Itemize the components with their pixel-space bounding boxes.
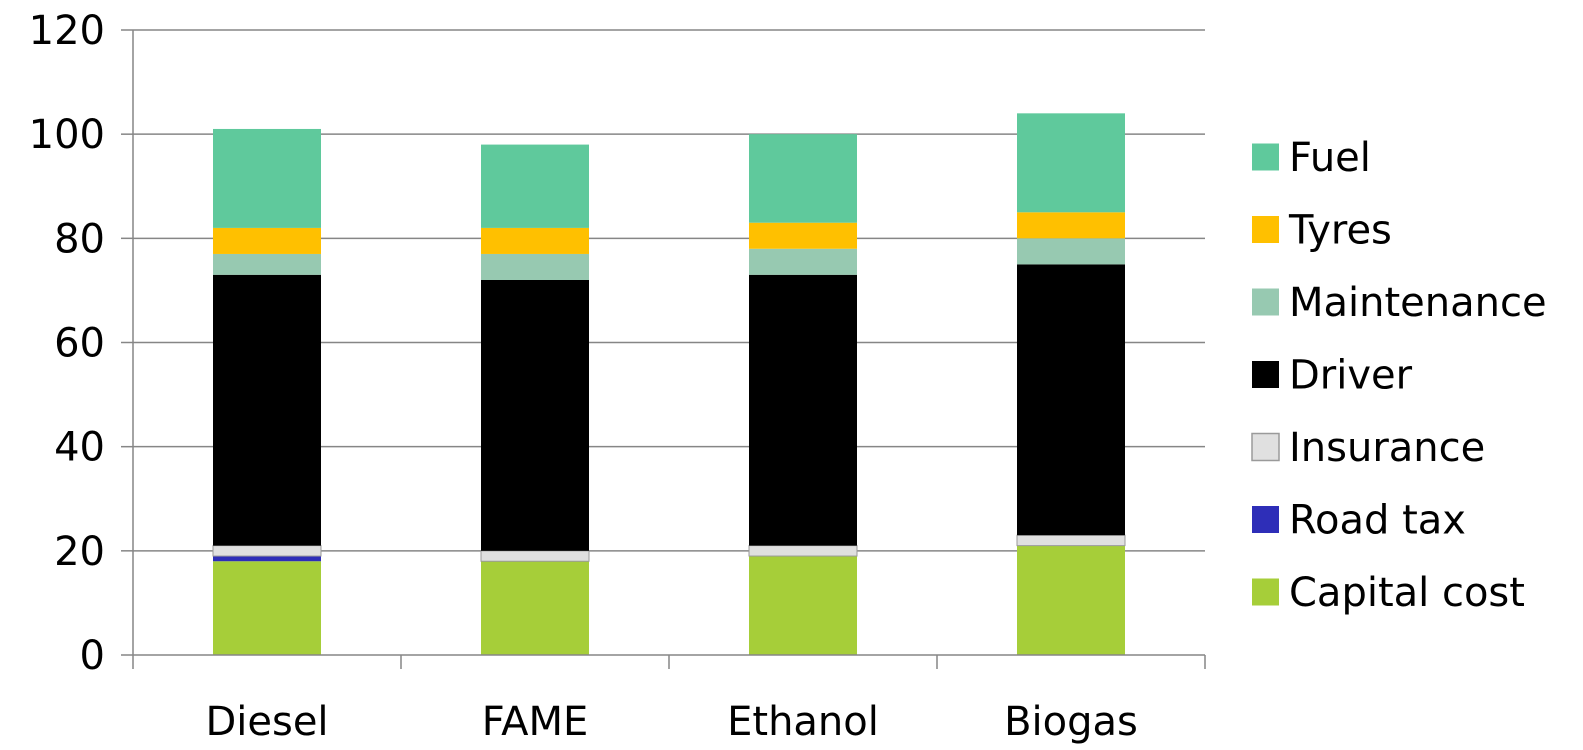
legend-swatch-road-tax — [1252, 506, 1279, 533]
bar-segment-maintenance — [749, 248, 857, 275]
x-tick-label: Diesel — [205, 699, 328, 745]
bar-segment-insurance — [1016, 534, 1126, 547]
y-tick-label: 0 — [80, 633, 105, 679]
legend-label-driver: Driver — [1289, 353, 1413, 399]
bar-segment-fuel — [213, 128, 321, 228]
bar-segment-insurance — [480, 550, 590, 562]
bar-segment-insurance — [212, 545, 322, 557]
bar-segment-capital-cost — [1017, 545, 1125, 655]
bar-segment-tyres — [213, 227, 321, 254]
y-tick-label: 20 — [54, 529, 105, 575]
legend-swatch-maintenance — [1252, 288, 1279, 316]
x-tick-label: Ethanol — [727, 699, 879, 745]
bar-segment-tyres — [749, 222, 857, 249]
legend-swatch-fuel — [1252, 143, 1279, 171]
legend-label-road-tax: Road tax — [1289, 498, 1466, 544]
bar-stacks — [212, 113, 1126, 655]
bar-segment-maintenance — [1017, 238, 1125, 265]
bar-segment-road-tax — [213, 556, 321, 562]
bar-segment-driver — [749, 274, 857, 546]
bar-segment-insurance — [748, 545, 858, 557]
bar-segment-driver — [1017, 264, 1125, 536]
y-tick-label: 120 — [29, 8, 105, 54]
x-tick-label: Biogas — [1004, 699, 1138, 745]
legend-label-maintenance: Maintenance — [1289, 280, 1547, 326]
y-tick-label: 100 — [29, 112, 105, 158]
bar-segment-driver — [213, 274, 321, 546]
axes: 0 20 40 60 80 100 120 Diesel FAME Ethanol Biogas — [29, 8, 1206, 745]
bar-segment-fuel — [481, 144, 589, 228]
bar-segment-capital-cost — [213, 561, 321, 655]
x-tick-label: FAME — [482, 699, 588, 745]
legend: Fuel Tyres Maintenance Driver Insurance Road … — [1251, 135, 1547, 616]
bar-segment-tyres — [481, 227, 589, 254]
legend-swatch-insurance — [1251, 432, 1280, 462]
legend-swatch-capital-cost — [1252, 578, 1279, 606]
bar-segment-maintenance — [481, 253, 589, 280]
y-tick-label: 60 — [54, 321, 105, 367]
bar-segment-capital-cost — [749, 556, 857, 655]
y-tick-label: 80 — [54, 216, 105, 262]
legend-label-tyres: Tyres — [1288, 208, 1392, 254]
y-tick-label: 40 — [54, 425, 105, 471]
bar-segment-maintenance — [213, 253, 321, 275]
bar-segment-fuel — [749, 134, 857, 223]
legend-label-fuel: Fuel — [1289, 135, 1371, 181]
legend-swatch-tyres — [1252, 216, 1279, 243]
legend-label-capital-cost: Capital cost — [1289, 570, 1525, 616]
bar-segment-driver — [481, 280, 589, 551]
bar-segment-capital-cost — [481, 561, 589, 655]
legend-label-insurance: Insurance — [1289, 425, 1485, 471]
bar-segment-tyres — [1017, 212, 1125, 239]
bar-segment-fuel — [1017, 113, 1125, 213]
legend-swatch-driver — [1252, 361, 1279, 388]
